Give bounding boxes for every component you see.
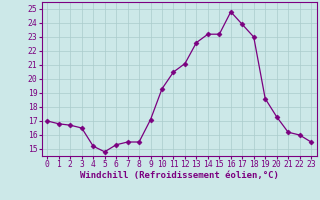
X-axis label: Windchill (Refroidissement éolien,°C): Windchill (Refroidissement éolien,°C) bbox=[80, 171, 279, 180]
